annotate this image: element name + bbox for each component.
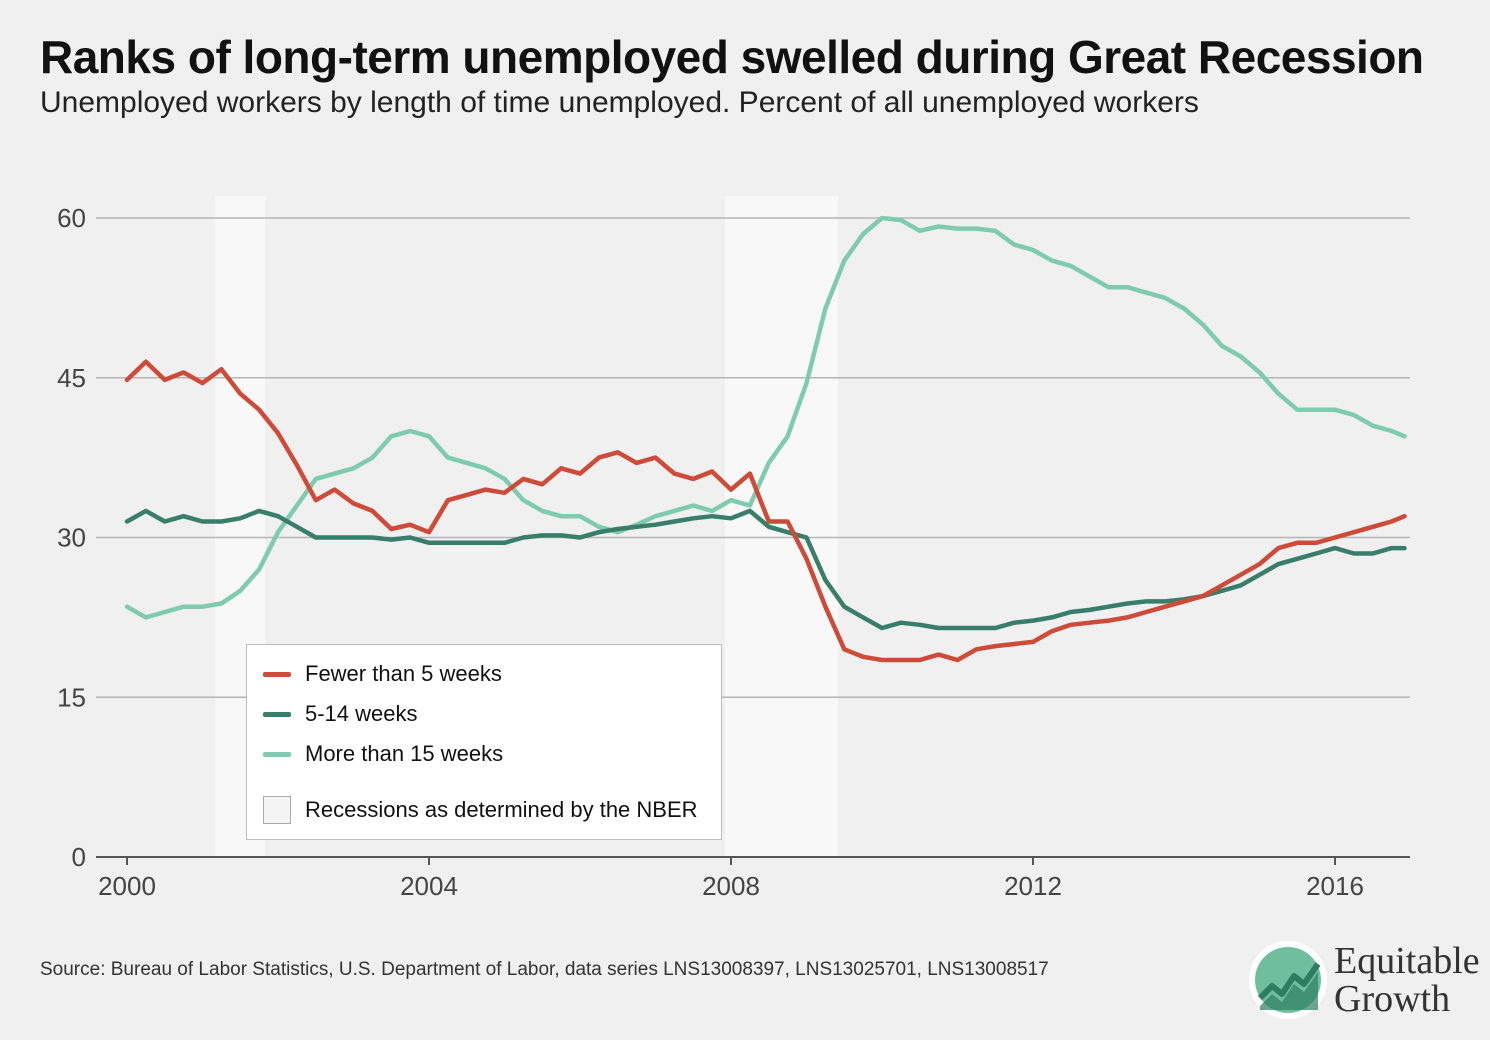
logo-text-line2: Growth [1334, 978, 1451, 1020]
x-tick-label: 2004 [400, 871, 458, 901]
source-note: Source: Bureau of Labor Statistics, U.S.… [40, 959, 1049, 980]
series-lines [124, 215, 1407, 663]
y-tick-label: 30 [57, 523, 86, 553]
legend-label: Recessions as determined by the NBER [305, 797, 698, 822]
legend-item-fewer-than-5-weeks: Fewer than 5 weeks [263, 659, 502, 689]
series-line-fewer-than-5-weeks [124, 359, 1407, 663]
x-tick-label: 2000 [98, 871, 156, 901]
y-tick-label: 0 [72, 842, 86, 872]
chart-title: Ranks of long-term unemployed swelled du… [40, 31, 1424, 83]
x-tick-label: 2012 [1004, 871, 1062, 901]
legend-swatch-light-green [263, 751, 291, 757]
legend-swatch-dark-green [263, 711, 291, 717]
equitable-growth-logo: Equitable Growth [1246, 934, 1482, 1026]
y-tick-label: 60 [57, 203, 86, 233]
legend-label: 5-14 weeks [305, 701, 418, 726]
legend-item-recessions: Recessions as determined by the NBER [263, 795, 698, 825]
rising-chart-logo-icon [1249, 941, 1327, 1019]
legend-item-5-14-weeks: 5-14 weeks [263, 699, 418, 729]
chart-subtitle: Unemployed workers by length of time une… [40, 86, 1199, 119]
legend-recession-box [263, 796, 291, 824]
x-tick-label: 2008 [702, 871, 760, 901]
x-tick-label: 2016 [1306, 871, 1364, 901]
recession-bands [215, 196, 839, 857]
legend: Fewer than 5 weeks 5-14 weeks More than … [246, 644, 722, 840]
series-line-more-than-15-weeks [124, 215, 1407, 620]
legend-swatch-red [263, 671, 291, 677]
y-tick-label: 15 [57, 682, 86, 712]
logo-text-line1: Equitable [1334, 940, 1480, 982]
legend-label: Fewer than 5 weeks [305, 661, 502, 686]
x-axis: 2000 2004 2008 2012 2016 [96, 856, 1410, 901]
y-tick-label: 45 [57, 363, 86, 393]
legend-label: More than 15 weeks [305, 741, 504, 766]
recession-band [724, 196, 839, 857]
legend-item-more-than-15-weeks: More than 15 weeks [263, 739, 503, 769]
